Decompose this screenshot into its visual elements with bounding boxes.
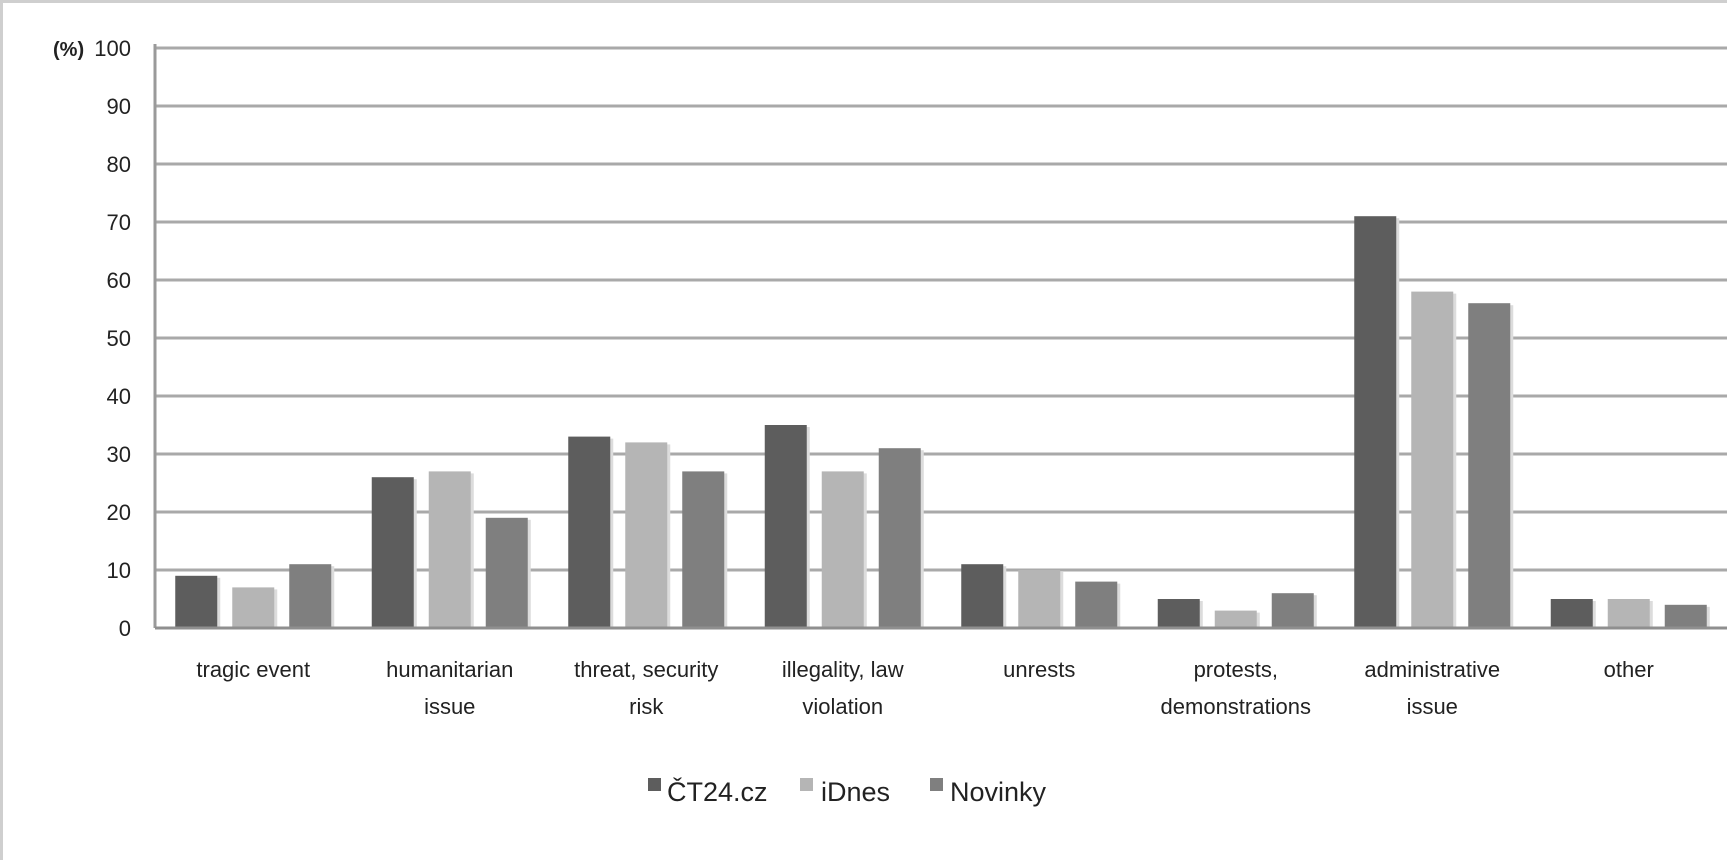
bar--t24-cz-5 [1157,599,1200,628]
y-tick-label: 0 [119,616,131,641]
bar-novinky-0 [289,564,332,628]
y-axis-label: (%) [53,39,84,61]
bar--t24-cz-3 [764,425,807,628]
y-tick-label: 100 [94,36,131,61]
bar-idnes-4 [1018,570,1061,628]
legend: ČT24.cz iDnes Novinky [648,776,1047,807]
bar-novinky-7 [1664,604,1707,628]
bar-novinky-3 [878,448,921,628]
category-labels: tragic event humanitarian issue threat, sec… [196,657,1653,719]
legend-swatch [800,778,813,791]
y-tick-label: 20 [107,500,131,525]
bar-idnes-2 [625,442,668,628]
bars [155,216,1727,630]
legend-label: iDnes [821,777,890,807]
bar-novinky-6 [1468,303,1511,628]
bar--t24-cz-7 [1550,599,1593,628]
bar-novinky-5 [1271,593,1314,628]
y-tick-label: 30 [107,442,131,467]
bar-idnes-3 [821,471,864,628]
bar-idnes-0 [232,587,275,628]
y-tick-label: 90 [107,94,131,119]
bar-novinky-2 [682,471,725,628]
chart-frame-cut [0,860,1727,866]
y-tick-label: 70 [107,210,131,235]
bar-idnes-6 [1411,291,1454,628]
bar-idnes-5 [1214,610,1257,628]
y-tick-label: 80 [107,152,131,177]
legend-swatch [930,778,943,791]
bar--t24-cz-6 [1354,216,1397,628]
bar--t24-cz-0 [175,575,218,628]
legend-label: ČT24.cz [667,776,768,807]
category-label: violation [802,694,883,719]
category-label: risk [629,694,664,719]
bar--t24-cz-4 [961,564,1004,628]
y-tick-label: 60 [107,268,131,293]
legend-swatch [648,778,661,791]
bar-novinky-1 [485,517,528,628]
category-label: protests, [1194,657,1278,682]
category-label: other [1604,657,1654,682]
category-label: issue [424,694,475,719]
category-label: illegality, law [782,657,904,682]
category-label: issue [1407,694,1458,719]
legend-label: Novinky [950,777,1047,807]
category-label: tragic event [196,657,310,682]
category-label: unrests [1003,657,1075,682]
y-tick-label: 50 [107,326,131,351]
y-tick-label: 40 [107,384,131,409]
y-tick-label: 10 [107,558,131,583]
category-label: administrative [1364,657,1500,682]
category-label: humanitarian [386,657,513,682]
axes: 0 10 20 30 40 50 60 70 80 90 100 (%) [53,36,157,641]
bar-idnes-7 [1607,599,1650,628]
category-label: demonstrations [1161,694,1311,719]
bar--t24-cz-1 [371,477,414,628]
category-label: threat, security [574,657,718,682]
bar--t24-cz-2 [568,436,611,628]
bar-idnes-1 [428,471,471,628]
bar-novinky-4 [1075,581,1118,628]
